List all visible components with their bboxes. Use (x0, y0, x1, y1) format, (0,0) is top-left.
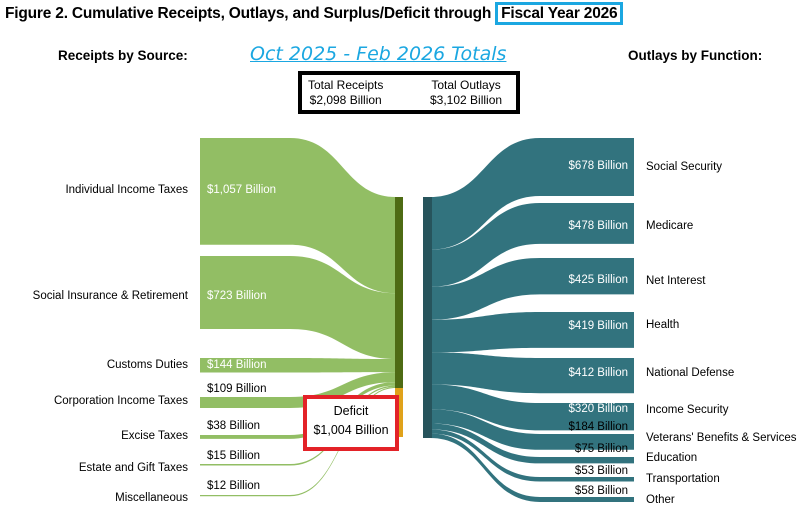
outlay-function-name: Social Security (646, 161, 723, 173)
outlay-flow (430, 258, 634, 320)
outlay-function-name: Transportation (646, 473, 720, 485)
receipt-value-label: $109 Billion (207, 383, 267, 395)
receipt-value-label: $15 Billion (207, 450, 261, 462)
outlay-function-name: Medicare (646, 220, 694, 232)
outlay-value-label: $184 Billion (568, 421, 628, 433)
totals-box: Total Receipts $2,098 Billion Total Outla… (298, 71, 520, 114)
receipt-flow (200, 382, 396, 439)
receipt-value-label: $38 Billion (207, 420, 261, 432)
outlay-flow (430, 352, 634, 394)
receipt-source-name: Corporation Income Taxes (53, 395, 188, 407)
outlay-flow (430, 423, 634, 464)
deficit-box: Deficit $1,004 Billion (303, 395, 399, 451)
outlays-bar (423, 197, 432, 438)
outlay-function-name: National Defense (646, 367, 735, 379)
title-text: Figure 2. Cumulative Receipts, Outlays, … (5, 5, 492, 22)
receipt-source-name: Estate and Gift Taxes (78, 462, 188, 474)
receipt-flow (200, 138, 396, 294)
outlay-function-name: Veterans' Benefits & Services (646, 432, 797, 444)
outlay-flow (430, 203, 634, 287)
receipt-source-name: Customs Duties (106, 359, 188, 371)
outlay-value-label: $53 Billion (574, 465, 628, 477)
outlays-header: Outlays by Function: (628, 48, 763, 63)
outlay-function-name: Education (646, 452, 698, 464)
outlay-value-label: $75 Billion (574, 443, 628, 455)
receipt-value-label-inside: $144 Billion (207, 359, 267, 371)
receipts-bar (395, 197, 403, 388)
receipt-value-label-inside: $1,057 Billion (207, 184, 277, 196)
total-receipts-value: $2,098 Billion (309, 93, 382, 107)
receipt-source-name: Excise Taxes (121, 430, 188, 442)
receipt-source-name: Individual Income Taxes (65, 184, 188, 196)
outlay-function-name: Other (646, 494, 675, 506)
outlay-value-label-inside: $478 Billion (568, 220, 628, 232)
deficit-value: $1,004 Billion (313, 423, 389, 437)
figure-title: Figure 2. Cumulative Receipts, Outlays, … (5, 2, 624, 25)
receipt-source-name: Social Insurance & Retirement (32, 290, 188, 302)
outlay-flow (430, 429, 634, 482)
receipts-header: Receipts by Source: (58, 48, 188, 63)
outlay-value-label-inside: $678 Billion (568, 160, 628, 172)
total-outlays-label: Total Outlays (431, 78, 501, 92)
receipt-source-name: Miscellaneous (115, 492, 188, 504)
outlay-value-label-inside: $419 Billion (568, 320, 628, 332)
outlay-value-label-inside: $425 Billion (568, 274, 628, 286)
outlay-value-label: $58 Billion (574, 485, 628, 497)
total-receipts-label: Total Receipts (308, 78, 384, 92)
total-outlays-value: $3,102 Billion (430, 93, 503, 107)
receipt-value-label: $12 Billion (207, 480, 261, 492)
receipt-flow (200, 372, 396, 409)
outlay-function-name: Income Security (646, 404, 729, 416)
outlay-value-label-inside: $412 Billion (568, 367, 628, 379)
deficit-label: Deficit (333, 404, 369, 418)
outlay-flow (430, 433, 634, 502)
fiscal-year-highlight: Fiscal Year 2026 (495, 2, 624, 25)
period-label: Oct 2025 - Feb 2026 Totals (250, 43, 507, 65)
deficit-bar (395, 388, 403, 437)
outlay-value-label-inside: $320 Billion (568, 403, 628, 415)
outlay-flow (430, 138, 634, 250)
outlay-function-name: Net Interest (646, 275, 706, 287)
receipt-flow (200, 256, 396, 360)
outlay-flow (430, 312, 634, 353)
receipt-value-label-inside: $723 Billion (207, 290, 267, 302)
outlay-flow (430, 409, 634, 450)
outlay-function-name: Health (646, 319, 680, 331)
outlay-flow (430, 384, 634, 431)
receipt-flow (200, 358, 396, 373)
